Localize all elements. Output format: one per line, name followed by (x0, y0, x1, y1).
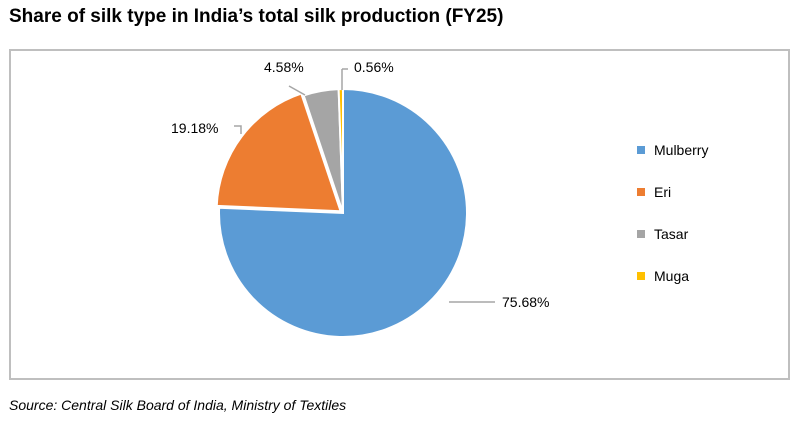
leader-line-tasar (288, 85, 306, 96)
chart-title: Share of silk type in India’s total silk… (9, 6, 504, 27)
leader-line-muga (341, 68, 348, 90)
source-note: Source: Central Silk Board of India, Min… (9, 397, 347, 413)
legend-item-muga: Muga (637, 268, 708, 284)
pie-slices (215, 87, 468, 338)
legend-label: Mulberry (654, 142, 709, 158)
legend-swatch-mulberry (637, 146, 645, 154)
legend-swatch-tasar (637, 230, 645, 238)
legend-item-eri: Eri (637, 184, 708, 200)
data-label-muga: 0.56% (354, 59, 394, 75)
legend-label: Eri (654, 184, 672, 200)
legend-swatch-muga (637, 272, 645, 280)
legend-item-mulberry: Mulberry (637, 142, 709, 158)
data-label-eri: 19.18% (171, 120, 218, 136)
leader-lines (234, 68, 495, 303)
legend-label: Tasar (654, 226, 689, 242)
data-label-tasar: 4.58% (264, 59, 304, 75)
legend-item-tasar: Tasar (637, 226, 708, 242)
chart-legend: Mulberry Eri Tasar Muga (637, 142, 709, 311)
pie-slice-muga (337, 87, 344, 214)
data-label-mulberry: 75.68% (502, 294, 549, 310)
chart-frame (9, 49, 790, 380)
pie-slice-eri (215, 92, 343, 213)
legend-label: Muga (654, 268, 690, 284)
legend-swatch-eri (637, 188, 645, 196)
leader-line-eri (234, 125, 242, 134)
